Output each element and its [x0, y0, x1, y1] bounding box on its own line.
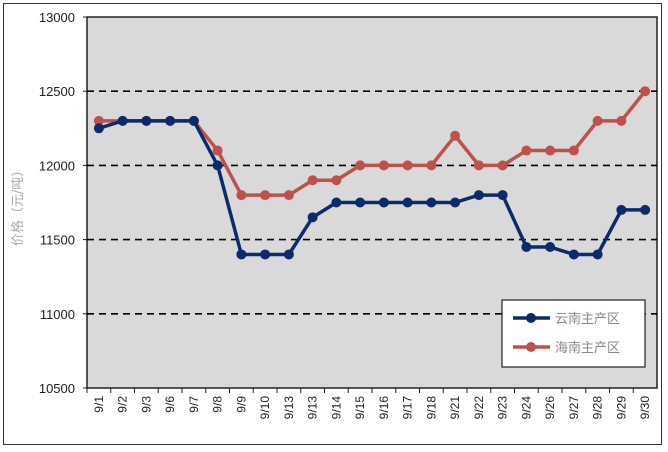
data-point: [402, 160, 413, 171]
x-tick-label: 9/1: [92, 396, 106, 413]
x-tick-label: 9/10: [258, 396, 272, 420]
x-tick-label: 9/6: [163, 396, 177, 413]
data-point: [260, 190, 271, 201]
x-tick-label: 9/14: [329, 396, 343, 420]
x-tick-label: 9/9: [234, 396, 248, 413]
data-point: [236, 190, 247, 201]
data-point: [236, 249, 247, 260]
x-tick-label: 9/2: [116, 396, 130, 413]
data-point: [426, 197, 437, 208]
data-point: [355, 160, 366, 171]
data-point: [283, 249, 294, 260]
x-tick-label: 9/22: [472, 396, 486, 420]
data-point: [402, 197, 413, 208]
x-tick-label: 9/7: [187, 396, 201, 413]
data-point: [426, 160, 437, 171]
chart-frame: [3, 3, 662, 445]
legend-marker: [526, 342, 536, 352]
x-tick-label: 9/26: [543, 396, 557, 420]
x-tick-label: 9/29: [614, 396, 628, 420]
x-tick-label: 9/16: [377, 396, 391, 420]
data-point: [521, 145, 532, 156]
y-tick-label: 11000: [40, 307, 75, 322]
data-point: [283, 190, 294, 201]
legend-label: 云南主产区: [555, 311, 620, 327]
data-point: [473, 190, 484, 201]
x-tick-label: 9/18: [424, 396, 438, 420]
x-tick-label: 9/13: [282, 396, 296, 420]
data-point: [165, 115, 176, 126]
x-tick-label: 9/15: [353, 396, 367, 420]
data-point: [473, 160, 484, 171]
data-point: [640, 204, 651, 215]
data-point: [592, 115, 603, 126]
y-axis-label: 价格（元/吨）: [10, 164, 26, 246]
data-point: [616, 204, 627, 215]
data-point: [260, 249, 271, 260]
data-point: [307, 212, 318, 223]
data-point: [450, 197, 461, 208]
data-point: [93, 115, 104, 126]
x-tick-label: 9/23: [496, 396, 510, 420]
x-tick-label: 9/21: [448, 396, 462, 420]
data-point: [616, 115, 627, 126]
x-tick-label: 9/17: [401, 396, 415, 420]
legend-box: [501, 299, 646, 368]
data-point: [212, 160, 223, 171]
data-point: [307, 175, 318, 186]
data-point: [497, 160, 508, 171]
data-point: [497, 190, 508, 201]
y-tick-label: 10500: [39, 381, 75, 396]
x-tick-label: 9/30: [638, 396, 652, 420]
x-tick-label: 9/24: [519, 396, 533, 420]
data-point: [568, 145, 579, 156]
data-point: [521, 242, 532, 253]
data-point: [355, 197, 366, 208]
data-point: [450, 130, 461, 141]
data-point: [640, 86, 651, 97]
data-point: [545, 242, 556, 253]
data-point: [378, 160, 389, 171]
y-tick-label: 13000: [39, 10, 75, 25]
y-tick-label: 11500: [40, 233, 75, 248]
series-云南主产区: [93, 115, 651, 260]
data-point: [188, 115, 199, 126]
x-tick-label: 9/27: [567, 396, 581, 420]
data-point: [93, 123, 104, 134]
legend-marker: [526, 313, 536, 323]
data-point: [331, 197, 342, 208]
data-point: [331, 175, 342, 186]
data-point: [378, 197, 389, 208]
data-point: [117, 115, 128, 126]
data-point: [212, 145, 223, 156]
x-tick-label: 9/28: [591, 396, 605, 420]
x-tick-label: 9/3: [139, 396, 153, 413]
x-tick-label: 9/8: [211, 396, 225, 413]
data-point: [141, 115, 152, 126]
data-point: [568, 249, 579, 260]
y-tick-label: 12500: [39, 84, 75, 99]
data-point: [545, 145, 556, 156]
legend-label: 海南主产区: [555, 340, 620, 356]
x-tick-label: 9/13: [306, 396, 320, 420]
data-point: [592, 249, 603, 260]
y-tick-label: 12000: [39, 158, 75, 173]
